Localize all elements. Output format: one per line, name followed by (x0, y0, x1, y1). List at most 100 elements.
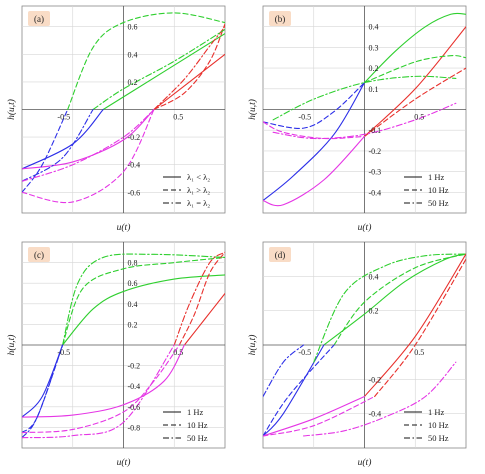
series-line (263, 344, 305, 398)
legend-entry: λ₁ < λ₂ (187, 172, 210, 182)
series-line (263, 121, 366, 140)
series-line (374, 258, 466, 398)
y-axis-label: h(u,t) (6, 335, 17, 356)
series-line (22, 108, 155, 170)
x-axis-label: u(t) (358, 222, 372, 233)
legend: λ₁ < λ₂ λ₁ > λ₂ λ₁ = λ₂ (163, 172, 210, 208)
y-tick-label: -0.2 (128, 362, 141, 371)
x-tick-label: -0.5 (57, 113, 70, 122)
series-line (272, 102, 457, 140)
series-line (263, 82, 366, 129)
x-tick-label: 0.5 (173, 348, 183, 357)
y-tick-label: 0.4 (128, 300, 138, 309)
series-line (263, 82, 366, 202)
legend-entry: 50 Hz (428, 433, 449, 443)
y-tick-label: 0.2 (369, 64, 379, 73)
y-tick-label: -0.6 (128, 188, 141, 197)
series-line (303, 361, 457, 437)
y-tick-label: 0.4 (369, 272, 379, 281)
legend: 1 Hz 10 Hz 50 Hz (404, 172, 449, 208)
series-line (22, 108, 155, 182)
x-tick-label: 0.5 (414, 113, 424, 122)
x-axis-label: u(t) (358, 457, 372, 468)
y-tick-label: -0.2 (369, 375, 382, 384)
y-tick-label: -0.4 (128, 382, 141, 391)
panel-tag: (b) (275, 14, 286, 24)
series-line (22, 344, 180, 434)
legend-entry: 1 Hz (187, 407, 204, 417)
y-tick-label: 0.2 (128, 78, 138, 87)
panel-tag: (a) (34, 14, 44, 24)
series-line (62, 274, 225, 346)
series-line (153, 53, 225, 111)
x-tick-label: 0.5 (414, 348, 424, 357)
y-tick-label: -0.4 (369, 188, 382, 197)
series-line (363, 253, 466, 398)
y-tick-label: 0.6 (128, 279, 138, 288)
series-line (272, 75, 457, 121)
series-line (363, 12, 466, 84)
series-line (263, 135, 366, 207)
series-line (263, 395, 366, 437)
legend-entry: λ₁ = λ₂ (187, 198, 210, 208)
y-axis-label: h(u,t) (6, 99, 17, 120)
y-tick-label: 0.8 (128, 259, 138, 268)
panel-tag-badge (28, 247, 50, 262)
y-tick-label: 0.2 (369, 307, 379, 316)
series-line (363, 55, 466, 84)
y-tick-label: -0.1 (369, 126, 382, 135)
x-axis-label: u(t) (117, 222, 131, 233)
y-tick-label: 0.4 (128, 50, 138, 59)
series-line (102, 33, 225, 111)
y-axis-label: h(u,t) (247, 335, 258, 356)
legend: 1 Hz 10 Hz 50 Hz (163, 407, 208, 443)
panel-tag: (c) (34, 250, 44, 260)
chart-panel-3: -0.5 0.5 0.8 0.6 0.4 0.2 -0.2 -0.4 -0.6 -0.8 (c) u(… (6, 241, 226, 468)
series-line (22, 108, 94, 182)
x-tick-label: -0.5 (57, 348, 70, 357)
series-line (363, 26, 466, 137)
series-line (183, 292, 225, 346)
y-tick-label: -0.6 (128, 403, 141, 412)
series-line (22, 108, 155, 204)
x-axis-label: u(t) (117, 457, 131, 468)
series-line (92, 28, 225, 111)
y-tick-label: -0.2 (128, 133, 141, 142)
x-tick-label: 0.5 (173, 113, 183, 122)
panel-tag: (d) (275, 250, 286, 260)
series-line (62, 253, 225, 346)
series-line (22, 344, 64, 434)
y-tick-label: -0.4 (369, 410, 382, 419)
panel-tag-badge (269, 11, 291, 26)
series-line (178, 251, 225, 346)
y-tick-label: -0.4 (128, 161, 141, 170)
legend-entry: 10 Hz (428, 185, 449, 195)
series-line (67, 12, 225, 111)
y-tick-label: -0.3 (369, 168, 382, 177)
y-tick-label: 0.4 (369, 23, 379, 32)
chart-panel-2: -0.5 0.5 0.4 0.3 0.2 0.1 -0.1 -0.2 -0.3 -0.4 (b) u(… (247, 5, 467, 233)
x-tick-label: -0.5 (298, 113, 311, 122)
series-line (22, 344, 64, 439)
y-tick-label: 0.3 (369, 43, 379, 52)
panel-tag-badge (28, 11, 50, 26)
legend-entry: 10 Hz (187, 420, 208, 430)
x-tick-label: -0.5 (298, 348, 311, 357)
legend-entry: 1 Hz (428, 172, 445, 182)
y-tick-label: -0.8 (128, 423, 141, 432)
legend-entry: 50 Hz (187, 433, 208, 443)
series-line (363, 67, 466, 137)
series-line (323, 253, 466, 346)
panel-tag-badge (269, 247, 291, 262)
y-tick-label: 0.6 (128, 23, 138, 32)
series-line (153, 26, 225, 111)
series-line (263, 395, 376, 437)
legend-entry: 10 Hz (428, 420, 449, 430)
y-axis-label: h(u,t) (247, 99, 258, 120)
series-line (22, 344, 175, 439)
y-tick-label: 0.2 (128, 320, 138, 329)
legend-entry: 50 Hz (428, 198, 449, 208)
legend: 1 Hz 10 Hz 50 Hz (404, 407, 449, 443)
series-line (153, 23, 225, 111)
